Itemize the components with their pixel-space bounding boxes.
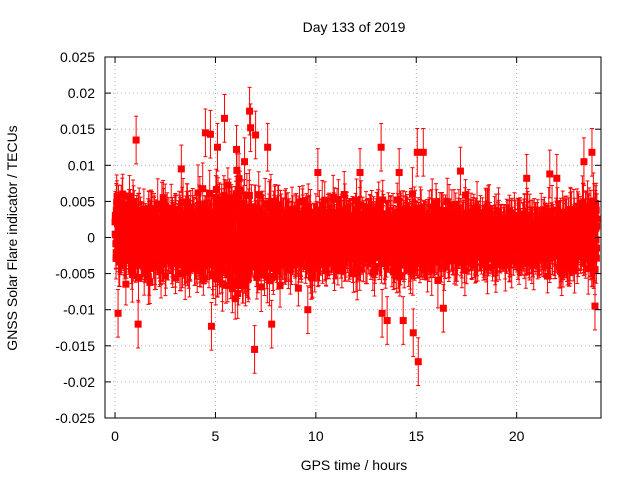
data-point [174,252,182,260]
data-point [228,278,236,286]
data-point [245,191,253,199]
data-point [234,190,242,198]
data-point [157,267,165,275]
data-point [304,203,312,211]
data-point [236,186,244,194]
data-point [179,199,187,207]
data-point [172,274,180,282]
data-point [244,227,252,235]
data-point [194,189,202,197]
data-point [257,283,265,291]
data-point [277,205,285,213]
data-point [146,278,154,286]
data-point [315,207,323,215]
data-point [223,213,231,221]
data-point [144,273,152,281]
data-point [276,282,284,290]
data-point [215,263,223,271]
data-point [255,191,263,199]
data-point [318,201,326,209]
data-point [261,200,269,208]
data-point [299,197,307,205]
data-series [111,86,601,387]
data-point [286,266,294,274]
data-point [141,222,149,230]
data-point [266,277,274,285]
data-point [178,209,186,217]
data-point [128,271,136,279]
data-point [267,197,275,205]
data-point [140,205,148,213]
data-point [231,295,239,303]
data-point [263,273,271,281]
data-point [144,226,152,234]
data-point [150,209,158,217]
data-point [314,215,322,223]
data-point [274,201,282,209]
data-point [167,204,175,212]
data-point [269,273,277,281]
data-point [253,273,261,281]
data-point [243,253,251,261]
data-point [235,175,243,183]
data-point [222,194,230,202]
data-point [234,290,242,298]
data-point [119,190,127,198]
data-point [239,281,247,289]
data-point [294,284,302,292]
data-point [186,226,194,234]
data-point [266,201,274,209]
data-point [240,199,248,207]
data-point [115,224,123,232]
data-point [222,281,230,289]
data-point [247,203,255,211]
data-point [191,264,199,272]
data-point [142,261,150,269]
data-point [129,198,137,206]
data-point [177,270,185,278]
data-point [154,200,162,208]
data-point [176,261,184,269]
data-point [231,205,239,213]
data-point [162,256,170,264]
data-point [254,267,262,275]
data-point [139,253,147,261]
data-point [152,258,160,266]
data-point [235,282,243,290]
data-point [228,285,236,293]
data-point [122,280,130,288]
data-point [231,238,239,246]
data-point [193,218,201,226]
data-point [187,203,195,211]
data-point [158,260,166,268]
data-point [199,185,207,193]
data-point [140,269,148,277]
data-point [282,244,290,252]
data-point [126,192,134,200]
data-point [161,272,169,280]
